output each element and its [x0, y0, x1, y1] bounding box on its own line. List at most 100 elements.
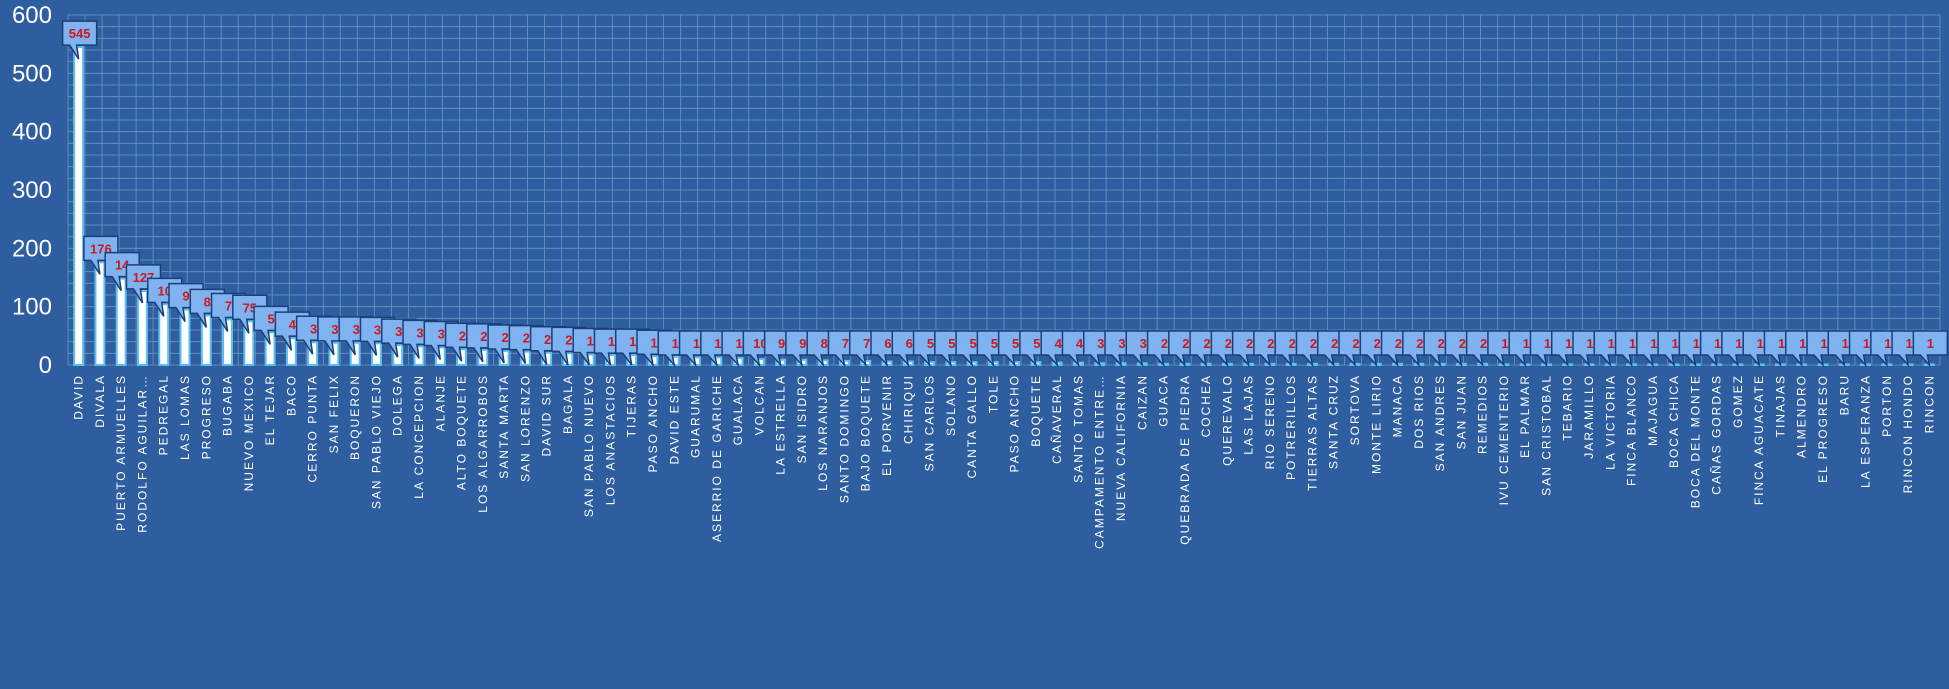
x-tick-label-39: CHIRIQUI — [901, 374, 915, 444]
data-label-63: 2 — [1416, 336, 1423, 351]
data-label-16: 3 — [416, 325, 423, 340]
x-tick-label-49: NUEVA CALIFORNIA — [1114, 374, 1128, 521]
data-label-34: 9 — [799, 336, 806, 351]
bar-0 — [73, 46, 85, 366]
data-label-19: 2 — [480, 329, 487, 344]
x-tick-label-27: PASO ANCHO — [646, 374, 660, 472]
data-label-6: 8 — [204, 294, 211, 309]
data-label-62: 2 — [1395, 336, 1402, 351]
x-tick-label-45: BOQUETE — [1029, 374, 1043, 447]
x-axis: DAVID DIVALA PUERTO ARMUELLES RODOLFO AGUIL… — [72, 374, 1937, 549]
x-tick-label-78: GOMEZ — [1731, 374, 1745, 428]
data-label-22: 2 — [544, 332, 551, 347]
data-label-15: 3 — [395, 324, 402, 339]
data-label-75: 1 — [1671, 336, 1678, 351]
x-tick-label-69: SAN CRISTOBAL — [1539, 374, 1553, 496]
bar-2 — [115, 277, 127, 366]
data-label-10: 4 — [289, 317, 297, 332]
callout-shape-0 — [61, 20, 98, 60]
bar-6 — [200, 314, 212, 366]
data-label-49: 3 — [1118, 336, 1125, 351]
x-tick-label-66: REMEDIOS — [1476, 374, 1490, 454]
y-tick-label-1: 100 — [12, 294, 52, 321]
y-tick-label-6: 600 — [12, 2, 52, 29]
x-tick-label-32: VOLCAN — [752, 374, 766, 435]
callout-shape-2 — [104, 251, 140, 292]
data-label-35: 8 — [821, 336, 828, 351]
x-tick-label-82: EL PROGRESO — [1816, 374, 1830, 483]
data-label-13: 3 — [353, 322, 360, 337]
bar-5 — [179, 308, 191, 367]
data-label-44: 5 — [1012, 336, 1019, 351]
x-tick-label-56: RIO SERENO — [1263, 374, 1277, 469]
data-label-52: 2 — [1182, 336, 1189, 351]
x-tick-label-54: QUEREVALO — [1220, 374, 1234, 466]
x-tick-label-61: MONTE LIRIO — [1369, 374, 1383, 474]
x-tick-label-65: SAN JUAN — [1454, 374, 1468, 449]
x-tick-label-86: RINCON HONDO — [1901, 374, 1915, 493]
data-label-57: 2 — [1289, 336, 1296, 351]
x-tick-label-43: TOLE — [986, 374, 1000, 413]
data-label-65: 2 — [1459, 336, 1466, 351]
data-label-86: 1 — [1905, 336, 1912, 351]
x-tick-label-51: GUACA — [1157, 374, 1171, 427]
data-label-20: 2 — [501, 330, 508, 345]
data-label-76: 1 — [1693, 336, 1700, 351]
x-tick-label-28: DAVID ESTE — [667, 374, 681, 464]
data-label-callout-87: 1 — [1912, 330, 1949, 368]
data-label-46: 4 — [1055, 336, 1063, 351]
data-label-87: 1 — [1927, 336, 1934, 351]
data-label-21: 2 — [523, 331, 530, 346]
data-label-25: 1 — [608, 334, 615, 349]
data-label-0: 545 — [69, 26, 91, 41]
bar-3 — [136, 289, 148, 366]
x-tick-label-70: TEBARIO — [1561, 374, 1575, 441]
data-label-68: 1 — [1523, 336, 1530, 351]
x-tick-label-31: GUALACA — [731, 374, 745, 445]
data-label-11: 3 — [310, 321, 317, 336]
x-tick-label-79: FINCA AGUACATE — [1752, 374, 1766, 505]
x-tick-label-72: LA VICTORIA — [1603, 374, 1617, 470]
data-label-24: 1 — [587, 334, 594, 349]
x-tick-label-4: PEDREGAL — [157, 374, 171, 455]
x-tick-label-37: BAJO BOQUETE — [859, 374, 873, 491]
x-tick-label-16: LA CONCEPCION — [412, 374, 426, 499]
data-label-54: 2 — [1225, 336, 1232, 351]
data-label-14: 3 — [374, 322, 381, 337]
data-label-84: 1 — [1863, 336, 1870, 351]
data-label-40: 5 — [927, 336, 934, 351]
data-label-7: 7 — [225, 299, 232, 314]
x-tick-label-55: LAS LAJAS — [1242, 374, 1256, 455]
bar-7 — [222, 318, 234, 366]
data-label-77: 1 — [1714, 336, 1721, 351]
data-label-67: 1 — [1501, 336, 1508, 351]
bar-8 — [243, 320, 255, 366]
x-tick-label-64: SAN ANDRES — [1433, 374, 1447, 471]
data-label-64: 2 — [1437, 336, 1444, 351]
y-tick-label-5: 500 — [12, 60, 52, 87]
bar-10 — [285, 337, 297, 366]
data-label-47: 4 — [1076, 336, 1084, 351]
x-tick-label-29: GUARUMAL — [689, 374, 703, 458]
data-label-72: 1 — [1608, 336, 1615, 351]
data-label-9: 5 — [267, 311, 274, 326]
x-tick-label-44: PASO ANCHO — [1008, 374, 1022, 472]
x-tick-label-83: BARU — [1837, 374, 1851, 415]
data-label-42: 5 — [969, 336, 976, 351]
data-label-79: 1 — [1757, 336, 1764, 351]
data-label-5: 9 — [182, 289, 189, 304]
x-tick-label-5: LAS LOMAS — [178, 374, 192, 460]
data-label-82: 1 — [1820, 336, 1827, 351]
x-tick-label-22: DAVID SUR — [540, 374, 554, 456]
data-label-58: 2 — [1310, 336, 1317, 351]
x-tick-label-35: LOS NARANJOS — [816, 374, 830, 491]
x-tick-label-68: EL PALMAR — [1518, 374, 1532, 458]
bar-1 — [94, 261, 106, 367]
data-label-39: 6 — [906, 336, 913, 351]
x-tick-label-77: CAÑAS GORDAS — [1710, 374, 1724, 495]
data-label-74: 1 — [1650, 336, 1657, 351]
data-label-36: 7 — [842, 336, 849, 351]
data-label-23: 2 — [565, 332, 572, 347]
data-label-73: 1 — [1629, 336, 1636, 351]
data-label-41: 5 — [948, 336, 955, 351]
